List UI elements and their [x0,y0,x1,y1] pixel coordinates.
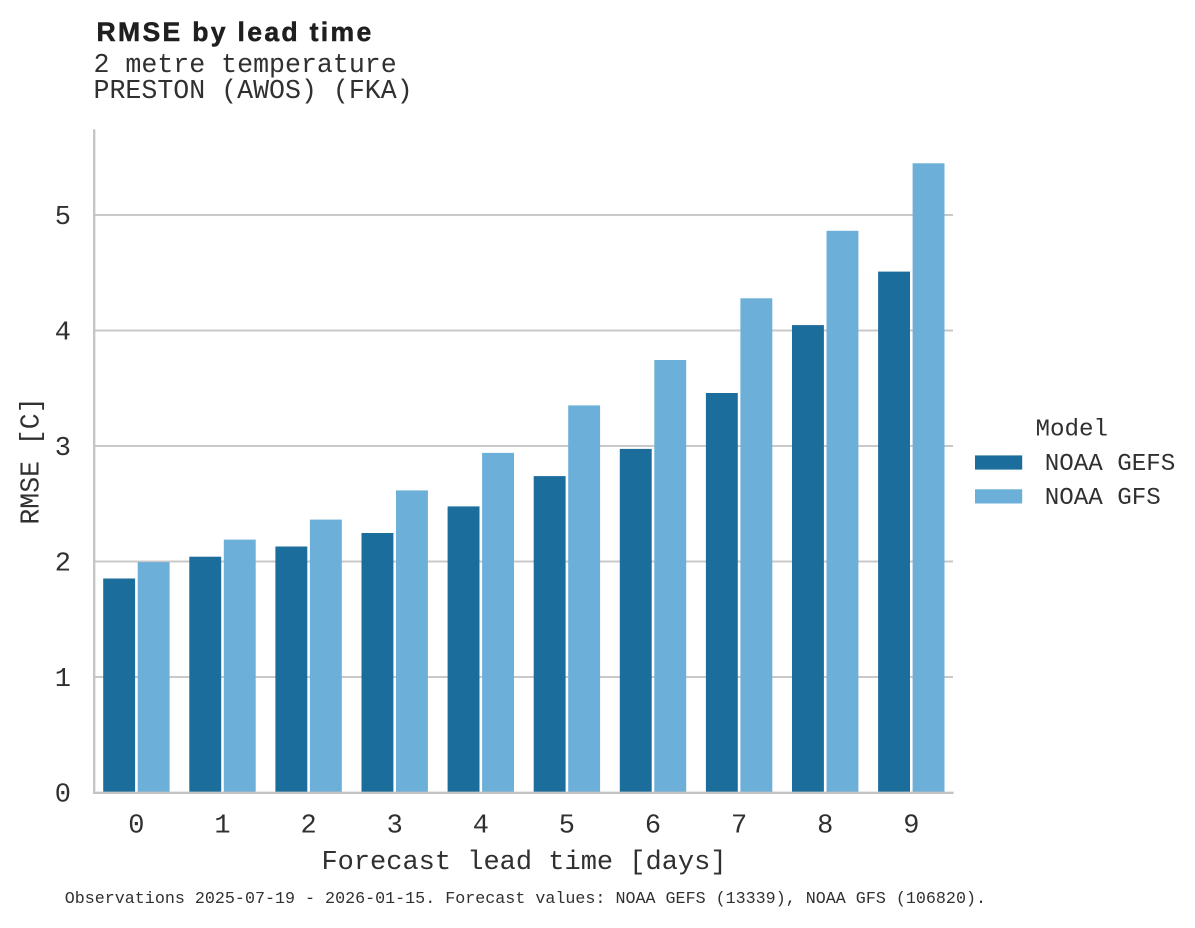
svg-text:NOAA GEFS: NOAA GEFS [1045,451,1176,478]
svg-text:7: 7 [731,812,747,842]
svg-text:4: 4 [55,319,71,349]
svg-text:PRESTON (AWOS) (FKA): PRESTON (AWOS) (FKA) [94,76,413,106]
svg-text:5: 5 [559,812,575,842]
svg-text:2: 2 [300,812,316,842]
svg-text:4: 4 [473,812,489,842]
svg-text:RMSE by lead time: RMSE by lead time [97,17,374,47]
svg-text:2: 2 [55,550,71,580]
svg-text:1: 1 [214,812,230,842]
svg-text:RMSE [C]: RMSE [C] [17,397,47,524]
svg-text:2 metre temperature: 2 metre temperature [94,50,397,80]
svg-text:Model: Model [1036,416,1109,443]
svg-text:1: 1 [55,665,71,695]
svg-text:8: 8 [817,812,833,842]
svg-text:5: 5 [55,203,71,233]
svg-text:NOAA GFS: NOAA GFS [1045,485,1161,512]
svg-text:9: 9 [903,812,919,842]
svg-text:0: 0 [128,812,144,842]
svg-text:3: 3 [55,434,71,464]
svg-text:3: 3 [387,812,403,842]
svg-text:0: 0 [55,781,71,811]
svg-text:Observations 2025-07-19 - 2026: Observations 2025-07-19 - 2026-01-15. Fo… [65,890,986,909]
svg-text:Forecast lead time [days]: Forecast lead time [days] [321,848,726,878]
svg-text:6: 6 [645,812,661,842]
